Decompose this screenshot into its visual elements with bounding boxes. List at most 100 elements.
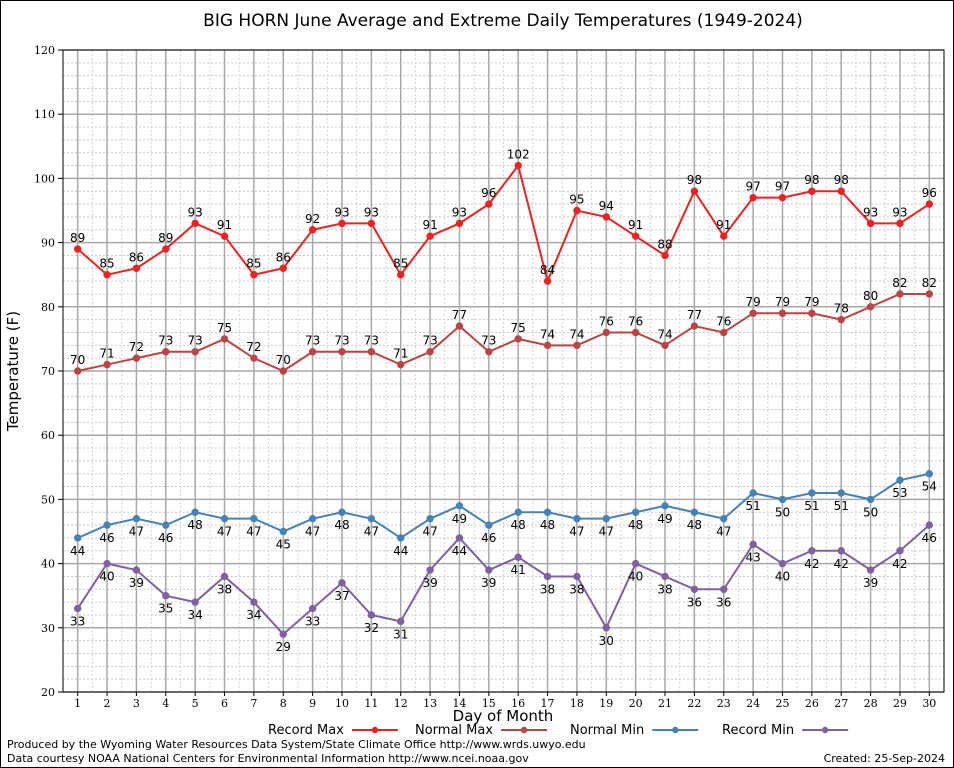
data-label: 44 xyxy=(70,544,85,558)
data-label: 93 xyxy=(452,205,467,219)
data-point xyxy=(162,521,170,529)
data-label: 48 xyxy=(540,518,555,532)
series-line-record-min xyxy=(76,524,930,636)
data-point xyxy=(661,341,669,350)
data-label: 72 xyxy=(129,340,144,354)
data-label: 49 xyxy=(452,512,467,526)
data-label: 33 xyxy=(305,615,320,629)
series-normal-max: 70 71 72 73 73 75 72 70 73 73 73 71 73 77 73 75 74 74 76 76… xyxy=(70,276,937,375)
data-label: 51 xyxy=(834,499,849,513)
data-point xyxy=(543,277,552,285)
x-tick-label: 23 xyxy=(717,697,731,710)
data-point xyxy=(103,521,111,529)
x-tick-label: 17 xyxy=(541,697,555,710)
data-label: 40 xyxy=(628,570,643,584)
y-tick-label: 90 xyxy=(41,237,55,250)
data-point xyxy=(631,559,640,568)
data-point xyxy=(279,630,287,638)
data-point xyxy=(837,489,845,497)
x-tick-label: 5 xyxy=(192,697,199,710)
data-point xyxy=(896,290,904,298)
data-label: 48 xyxy=(334,518,349,532)
data-label: 93 xyxy=(334,205,349,219)
legend-marker xyxy=(520,726,528,734)
data-label: 82 xyxy=(922,276,937,290)
x-tick-label: 12 xyxy=(394,697,408,710)
data-point xyxy=(220,572,229,581)
data-point xyxy=(132,566,141,574)
data-point xyxy=(73,245,82,253)
legend-marker xyxy=(672,726,679,734)
data-point xyxy=(543,508,552,516)
data-label: 39 xyxy=(422,576,437,590)
data-label: 47 xyxy=(422,525,437,539)
data-label: 75 xyxy=(217,321,232,335)
data-point xyxy=(514,161,522,170)
x-tick-label: 15 xyxy=(482,697,496,710)
data-point xyxy=(73,367,82,375)
x-tick-label: 3 xyxy=(133,697,140,710)
x-tick-label: 28 xyxy=(864,697,878,710)
data-point xyxy=(455,322,464,330)
data-label: 79 xyxy=(775,295,790,309)
data-label: 73 xyxy=(334,334,349,348)
data-label: 98 xyxy=(804,173,819,187)
data-point xyxy=(690,508,699,516)
data-label: 29 xyxy=(276,640,291,654)
data-label: 40 xyxy=(775,570,790,584)
legend-marker xyxy=(821,726,829,734)
data-label: 76 xyxy=(628,314,643,328)
x-tick-label: 4 xyxy=(162,697,169,710)
data-label: 73 xyxy=(364,334,379,348)
data-point xyxy=(720,514,728,523)
data-label: 82 xyxy=(892,276,907,290)
x-tick-label: 1 xyxy=(74,697,81,710)
data-point xyxy=(132,514,141,523)
y-tick-label: 40 xyxy=(41,558,55,571)
legend: Record Max Normal Max Normal Min Record Min xyxy=(268,723,849,738)
data-point xyxy=(426,348,434,356)
data-point xyxy=(543,341,552,350)
data-label: 77 xyxy=(452,308,467,322)
credit-line-2: Data courtesy NOAA National Centers for … xyxy=(7,752,529,765)
data-point xyxy=(602,328,610,337)
data-label: 33 xyxy=(70,615,85,629)
data-label: 38 xyxy=(540,582,555,596)
data-point xyxy=(749,489,757,497)
data-label: 80 xyxy=(863,289,878,303)
series-record-min: 33 40 39 35 34 38 34 29 33 37 32 31 39 44 39 41 38 38 30 40… xyxy=(70,521,937,654)
data-point xyxy=(485,566,493,574)
data-point xyxy=(397,534,405,542)
x-tick-label: 11 xyxy=(364,697,378,710)
data-label: 37 xyxy=(334,589,349,603)
data-label: 46 xyxy=(99,531,114,545)
credit-line-1: Produced by the Wyoming Water Resources … xyxy=(7,738,586,751)
data-label: 93 xyxy=(863,205,878,219)
y-tick-label: 100 xyxy=(34,172,55,185)
data-point xyxy=(132,264,141,272)
data-point xyxy=(602,514,610,523)
data-point xyxy=(279,527,287,536)
data-point xyxy=(191,508,199,516)
data-point xyxy=(338,579,346,587)
data-label: 95 xyxy=(569,193,584,207)
data-label: 93 xyxy=(364,205,379,219)
data-label: 30 xyxy=(599,634,614,648)
data-label: 48 xyxy=(511,518,526,532)
data-label: 42 xyxy=(892,557,907,571)
y-axis-title: Temperature (F) xyxy=(4,311,22,432)
data-point xyxy=(573,206,581,215)
data-point xyxy=(749,540,757,549)
data-label: 34 xyxy=(246,608,261,622)
legend-label: Record Min xyxy=(722,723,794,738)
data-point xyxy=(778,559,787,568)
data-label: 97 xyxy=(775,180,790,194)
data-point xyxy=(690,585,699,593)
data-point xyxy=(808,309,816,317)
data-label: 47 xyxy=(599,525,614,539)
data-point xyxy=(896,476,904,484)
data-label: 76 xyxy=(716,314,731,328)
data-point xyxy=(162,348,170,356)
data-point xyxy=(837,187,845,195)
